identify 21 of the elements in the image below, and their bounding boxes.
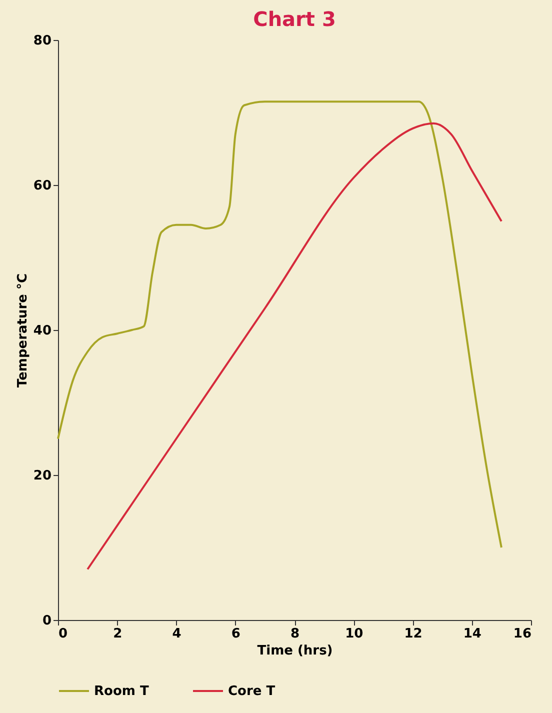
legend-label: Room T: [94, 684, 149, 699]
x-tick-label: 14: [463, 626, 482, 642]
x-tick-label: 8: [290, 626, 300, 642]
x-tick-label: 10: [345, 626, 364, 642]
y-tick-label: 80: [33, 34, 52, 48]
legend-label: Core T: [228, 684, 276, 699]
chart-title: Chart 3: [253, 7, 336, 31]
line-series: [86, 122, 502, 570]
y-axis-title: Temperature °C: [15, 273, 30, 388]
x-tick-label: 6: [231, 626, 240, 642]
x-tick-label: 16: [513, 626, 532, 642]
x-tick-label: 2: [113, 626, 122, 642]
line-series: [57, 100, 502, 548]
x-axis-title: Time (hrs): [257, 644, 333, 658]
y-tick-label: 40: [33, 324, 52, 338]
x-tick-label: 12: [404, 626, 422, 642]
x-tick-label: 4: [172, 626, 182, 642]
y-tick-label: 20: [33, 468, 52, 484]
x-tick-label: 0: [58, 626, 68, 642]
y-tick-label: 60: [33, 178, 52, 194]
y-tick-label: 0: [42, 614, 52, 628]
